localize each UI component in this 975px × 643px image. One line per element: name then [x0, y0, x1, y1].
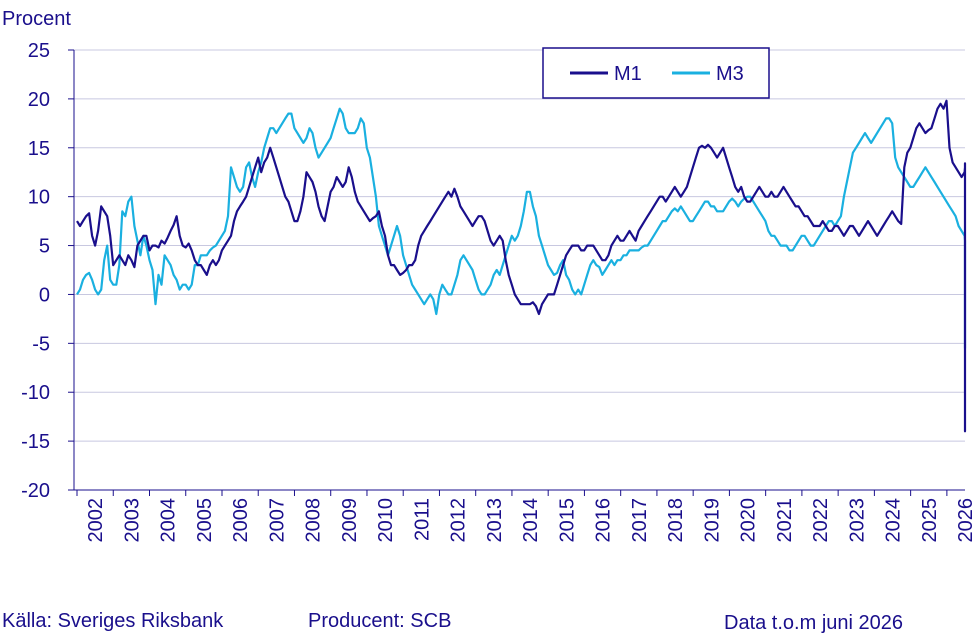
x-tick-label: 2006 [230, 498, 252, 543]
legend-label-m1: M1 [614, 63, 642, 85]
x-tick-label: 2014 [520, 498, 542, 543]
x-tick-label: 2021 [774, 498, 796, 543]
x-tick-label: 2004 [158, 498, 180, 543]
series-lines [76, 99, 967, 433]
x-tick-label: 2010 [375, 498, 397, 543]
y-tick-label: -15 [21, 431, 50, 453]
x-tick-label: 2002 [85, 498, 107, 543]
legend-label-m3: M3 [716, 63, 744, 85]
y-tick-label: 10 [28, 187, 50, 209]
series-line-m1 [76, 99, 967, 433]
data-note: Data t.o.m juni 2026 [724, 612, 903, 634]
y-tick-labels: 25 20 15 10 5 0 -5 -10 -15 -20 [21, 40, 50, 502]
y-tick-label: 0 [39, 284, 50, 306]
x-tick-label: 2026 [955, 498, 975, 543]
x-tick-label: 2016 [593, 498, 615, 543]
x-tick-label: 2022 [810, 498, 832, 543]
x-tick-label: 2003 [121, 498, 143, 543]
producer-text: Producent: SCB [308, 610, 452, 632]
y-tick-label: 20 [28, 89, 50, 111]
x-tick-label: 2018 [665, 498, 687, 543]
y-tick-label: -20 [21, 480, 50, 502]
series-line-m3 [76, 107, 967, 350]
x-tick-label: 2009 [339, 498, 361, 543]
source-text: Källa: Sveriges Riksbank [2, 610, 224, 632]
x-tick-label: 2023 [846, 498, 868, 543]
y-tick-label: -5 [32, 333, 50, 355]
y-tick-label: 15 [28, 138, 50, 160]
y-tick-label: 5 [39, 236, 50, 258]
x-tick-label: 2020 [738, 498, 760, 543]
legend: M1 M3 [542, 47, 770, 99]
x-tick-label: 2011 [411, 498, 433, 541]
x-tick-label: 2008 [303, 498, 325, 543]
x-tick-label: 2017 [629, 498, 651, 543]
x-tick-label: 2005 [194, 498, 216, 543]
x-tick-label: 2025 [919, 498, 941, 543]
x-tick-label: 2024 [883, 498, 905, 543]
x-tick-label: 2007 [266, 498, 288, 543]
x-tick-label: 2019 [701, 498, 723, 543]
y-axis-label: Procent [2, 8, 71, 30]
x-tick-label: 2013 [484, 498, 506, 543]
y-tick-label: 25 [28, 40, 50, 62]
x-tick-label: 2012 [448, 498, 470, 543]
y-tick-label: -10 [21, 382, 50, 404]
x-tick-label: 2015 [556, 498, 578, 543]
x-tick-labels: 2002 2003 2004 2005 2006 2007 2008 2009 2010 2011… [85, 498, 975, 543]
grid-lines [68, 49, 965, 496]
